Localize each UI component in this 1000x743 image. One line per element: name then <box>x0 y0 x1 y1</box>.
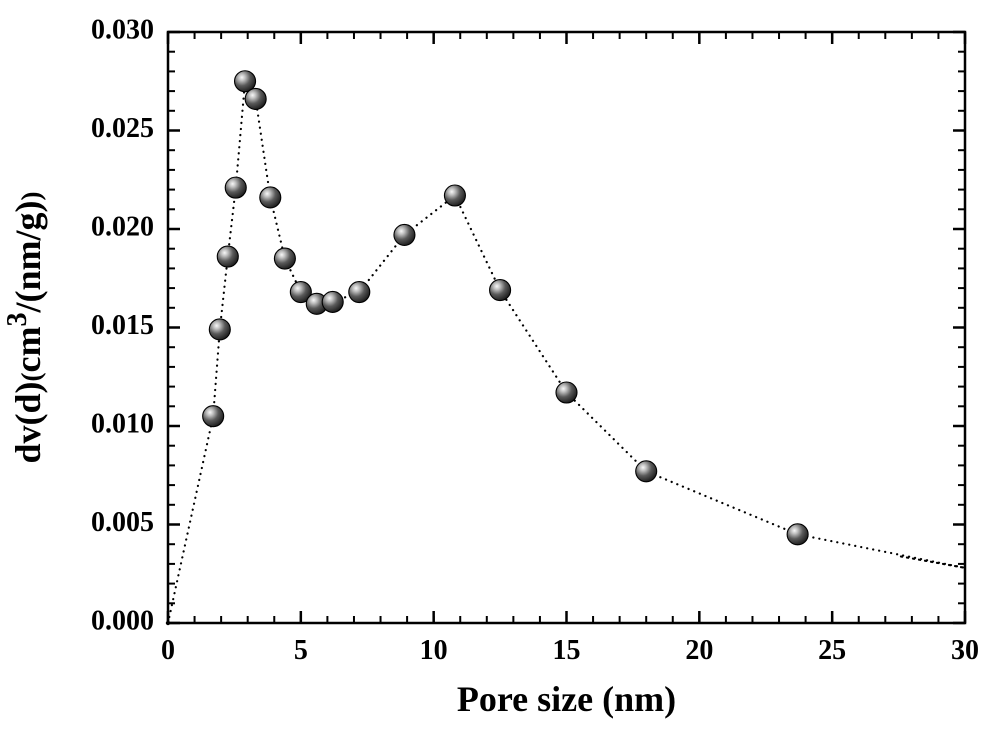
y-tick-label: 0.020 <box>91 211 154 242</box>
y-tick-label: 0.010 <box>91 408 154 439</box>
y-tick-label: 0.030 <box>91 14 154 45</box>
x-axis-title: Pore size (nm) <box>457 679 676 719</box>
data-marker <box>225 177 246 198</box>
data-marker <box>444 185 465 206</box>
data-marker <box>245 88 266 109</box>
x-tick-label: 15 <box>553 635 581 666</box>
data-marker <box>394 224 415 245</box>
x-tick-label: 20 <box>685 635 713 666</box>
data-marker <box>166 621 170 625</box>
y-tick-label: 0.025 <box>91 113 154 144</box>
y-axis-title: dv(d)(cm3/(nm/g)) <box>2 191 48 463</box>
chart-svg: 0 5 10 15 20 25 30 Pore size (nm) 0.000 0.005 0.01… <box>0 0 1000 743</box>
pore-size-distribution-chart: 0 5 10 15 20 25 30 Pore size (nm) 0.000 0.005 0.01… <box>0 0 1000 743</box>
x-tick-label: 30 <box>951 635 979 666</box>
data-marker <box>490 280 511 301</box>
data-marker <box>787 524 808 545</box>
data-marker <box>260 187 281 208</box>
series-line <box>168 81 965 623</box>
y-tick-label: 0.015 <box>91 310 154 341</box>
x-tick-label: 25 <box>818 635 846 666</box>
y-tick-label: 0.000 <box>91 605 154 636</box>
data-marker <box>322 291 343 312</box>
x-tick-label: 5 <box>294 635 308 666</box>
data-marker <box>217 246 238 267</box>
data-marker <box>636 461 657 482</box>
y-tick-label: 0.005 <box>91 507 154 538</box>
data-marker <box>203 406 224 427</box>
data-marker <box>556 382 577 403</box>
data-marker <box>349 282 370 303</box>
series-markers <box>166 71 808 625</box>
data-marker <box>274 248 295 269</box>
x-tick-label: 0 <box>161 635 175 666</box>
x-tick-label: 10 <box>420 635 448 666</box>
data-marker <box>209 319 230 340</box>
